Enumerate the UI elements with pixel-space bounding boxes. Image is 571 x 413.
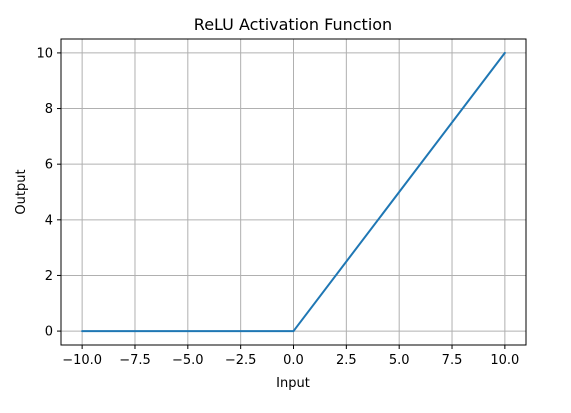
y-tick-label: 8 bbox=[45, 102, 53, 117]
series-line bbox=[81, 51, 506, 333]
y-tick-label: 4 bbox=[45, 213, 53, 228]
x-tick-label: −10.0 bbox=[62, 353, 102, 368]
grid bbox=[61, 39, 526, 345]
x-tick-label: −2.5 bbox=[225, 353, 257, 368]
x-tick-label: −7.5 bbox=[119, 353, 151, 368]
y-tick-label: 6 bbox=[45, 158, 53, 173]
x-tick-label: −5.0 bbox=[172, 353, 204, 368]
y-tick-label: 0 bbox=[45, 325, 53, 340]
y-tick-label: 10 bbox=[36, 46, 53, 61]
x-tick-label: 10.0 bbox=[490, 353, 519, 368]
y-tick-label: 2 bbox=[45, 269, 53, 284]
x-tick-label: 2.5 bbox=[336, 353, 357, 368]
y-axis-label: Output bbox=[14, 169, 29, 214]
y-axis-ticks: 0 2 4 6 8 10 bbox=[36, 46, 61, 340]
x-tick-label: 5.0 bbox=[389, 353, 410, 368]
x-axis-ticks: −10.0 −7.5 −5.0 −2.5 0.0 2.5 5.0 7.5 10.0 bbox=[62, 345, 519, 368]
x-tick-label: 7.5 bbox=[442, 353, 463, 368]
chart-title: ReLU Activation Function bbox=[194, 15, 392, 34]
x-tick-label: 0.0 bbox=[283, 353, 304, 368]
x-axis-label: Input bbox=[276, 376, 310, 391]
series-layer bbox=[81, 51, 506, 333]
